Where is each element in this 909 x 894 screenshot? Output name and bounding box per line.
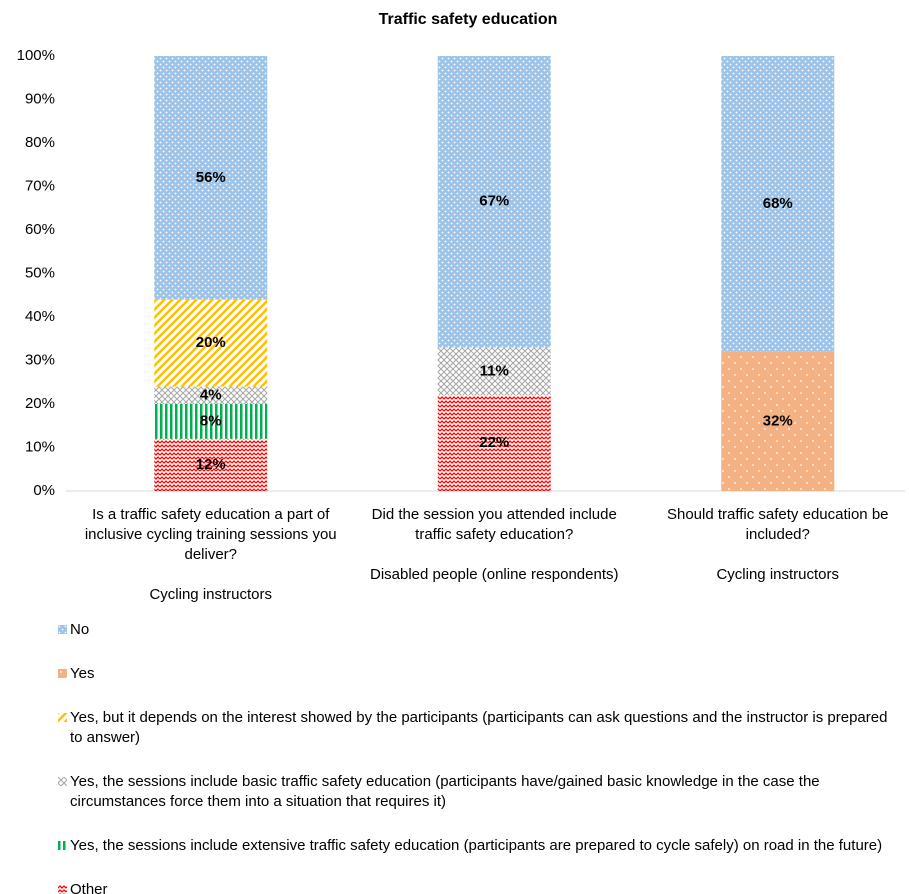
y-tick-label: 0% xyxy=(33,482,55,499)
data-label: 32% xyxy=(763,412,793,429)
legend-item: Yes, the sessions include basic traffic … xyxy=(58,772,888,812)
bar-segment xyxy=(721,56,835,352)
legend-label: No xyxy=(70,621,90,638)
bar-segment xyxy=(437,56,551,348)
y-tick-label: 20% xyxy=(25,395,55,412)
bar-segment xyxy=(721,351,835,491)
data-label: 8% xyxy=(200,412,222,429)
legend-label: Yes, the sessions include extensive traf… xyxy=(70,837,883,854)
y-tick-label: 50% xyxy=(25,264,55,281)
legend-label: Yes xyxy=(70,665,95,682)
y-tick-label: 90% xyxy=(25,90,55,107)
legend-swatch xyxy=(58,669,67,678)
legend-item: Yes, the sessions include extensive traf… xyxy=(58,836,888,856)
y-tick-label: 10% xyxy=(25,438,55,455)
y-tick-label: 30% xyxy=(25,351,55,368)
data-label: 68% xyxy=(763,195,793,212)
data-label: 20% xyxy=(196,334,226,351)
bar-segment xyxy=(154,386,268,404)
legend-item: Yes, but it depends on the interest show… xyxy=(58,708,888,748)
category-group: Disabled people (online respondents) xyxy=(370,566,619,583)
legend-swatch-fill xyxy=(58,669,67,678)
data-label: 22% xyxy=(479,434,509,451)
y-tick-label: 100% xyxy=(17,47,55,64)
legend-swatch-fill xyxy=(58,713,67,722)
legend-label: Yes, but it depends on the interest show… xyxy=(70,709,888,746)
chart-title: Traffic safety education xyxy=(379,11,558,28)
legend-swatch xyxy=(58,885,67,894)
legend-swatch xyxy=(58,625,67,634)
legend-swatch xyxy=(58,777,67,786)
data-label: 12% xyxy=(196,456,226,473)
data-label: 67% xyxy=(479,193,509,210)
bar-segment xyxy=(437,347,551,396)
data-label: 56% xyxy=(196,169,226,186)
category-group: Cycling instructors xyxy=(149,586,273,603)
y-tick-label: 60% xyxy=(25,221,55,238)
category-question: Should traffic safety education be inclu… xyxy=(666,506,889,543)
legend-item: Other xyxy=(58,880,888,894)
legend-item: Yes xyxy=(58,664,888,684)
legend-item: No xyxy=(58,620,888,640)
x-tick-label: Did the session you attended include tra… xyxy=(356,505,632,585)
legend-swatch xyxy=(58,713,67,722)
legend-swatch-fill xyxy=(58,625,67,634)
category-question: Is a traffic safety education a part of … xyxy=(84,506,337,563)
bar-segment xyxy=(154,438,268,491)
legend-swatch xyxy=(58,841,67,850)
bar-segment xyxy=(154,299,268,387)
legend: No Yes Yes, but it depends on the interest… xyxy=(58,620,888,894)
x-tick-label: Should traffic safety education be inclu… xyxy=(640,505,909,585)
bar-segment xyxy=(437,395,551,491)
y-tick-label: 70% xyxy=(25,177,55,194)
y-tick-label: 40% xyxy=(25,308,55,325)
legend-swatch-fill xyxy=(58,885,67,894)
legend-swatch-fill xyxy=(58,841,67,850)
data-label: 11% xyxy=(480,362,509,379)
data-label: 4% xyxy=(200,386,222,403)
legend-label: Other xyxy=(70,881,108,894)
y-tick-label: 80% xyxy=(25,134,55,151)
bar-segment xyxy=(154,56,268,300)
legend-label: Yes, the sessions include basic traffic … xyxy=(70,773,820,810)
category-group: Cycling instructors xyxy=(716,566,840,583)
legend-swatch-fill xyxy=(58,777,67,786)
category-question: Did the session you attended include tra… xyxy=(371,506,617,543)
bar-segment xyxy=(154,404,268,439)
x-tick-label: Is a traffic safety education a part of … xyxy=(73,505,349,605)
